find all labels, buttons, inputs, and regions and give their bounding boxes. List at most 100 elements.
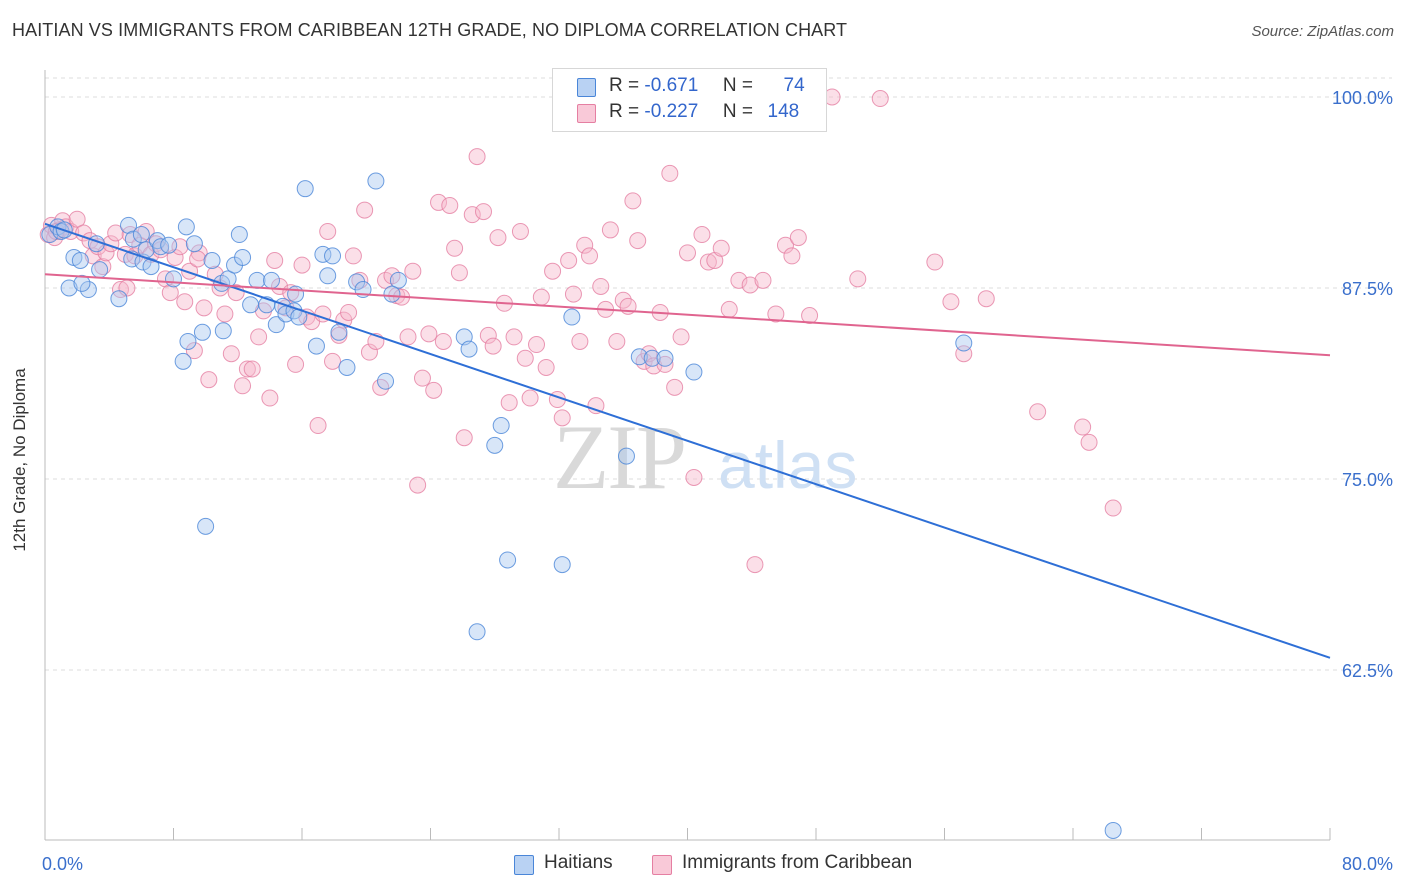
x-tick-label: 80.0% — [1342, 854, 1393, 874]
data-point-haitian — [214, 322, 232, 340]
data-point-caribbean — [587, 397, 605, 415]
data-point-caribbean — [463, 206, 481, 224]
legend-label: Haitians — [544, 852, 613, 873]
caribbean-swatch — [652, 855, 672, 875]
data-point-caribbean — [564, 285, 582, 303]
data-point-caribbean — [1104, 499, 1122, 517]
data-point-haitian — [177, 218, 195, 236]
tick-labels: 62.5% 75.0% 87.5% 100.0% 0.0% 80.0% — [42, 88, 1393, 874]
data-point-caribbean — [789, 229, 807, 247]
trend-line-caribbean — [44, 273, 1331, 357]
data-point-caribbean — [441, 196, 459, 214]
data-point-haitian — [319, 267, 337, 285]
data-point-caribbean — [741, 276, 759, 294]
data-point-caribbean — [553, 409, 571, 427]
data-point-haitian — [563, 308, 581, 326]
data-point-caribbean — [576, 236, 594, 254]
data-point-haitian — [230, 226, 248, 244]
data-point-haitian — [324, 247, 342, 265]
data-point-haitian — [110, 290, 128, 308]
data-point-caribbean — [500, 394, 518, 412]
data-point-haitian — [287, 285, 305, 303]
y-axis-label: 12th Grade, No Diploma — [10, 368, 29, 552]
data-point-haitian — [79, 281, 97, 299]
data-point-caribbean — [679, 244, 696, 262]
data-point-caribbean — [344, 247, 362, 265]
data-point-caribbean — [413, 369, 431, 387]
watermark: ZIP atlas — [553, 406, 857, 508]
data-point-haitian — [486, 436, 504, 454]
data-point-haitian — [630, 348, 648, 366]
haitian-points — [41, 172, 1122, 839]
trend-lines — [44, 222, 1331, 659]
data-point-caribbean — [532, 288, 550, 306]
data-point-haitian — [262, 271, 280, 289]
data-point-haitian — [307, 337, 325, 355]
data-point-haitian — [124, 230, 142, 248]
data-point-caribbean — [926, 253, 944, 271]
data-point-haitian — [338, 358, 356, 376]
data-point-haitian — [179, 332, 197, 350]
data-point-caribbean — [250, 328, 268, 346]
data-point-caribbean — [720, 300, 738, 318]
data-point-haitian — [468, 623, 486, 641]
data-point-haitian — [296, 180, 314, 198]
data-point-caribbean — [293, 256, 311, 274]
data-point-caribbean — [666, 378, 684, 396]
data-point-caribbean — [94, 258, 112, 276]
data-point-caribbean — [176, 293, 194, 311]
data-point-caribbean — [181, 262, 199, 280]
data-point-haitian — [389, 271, 407, 289]
data-point-haitian — [685, 363, 703, 381]
data-point-caribbean — [161, 284, 179, 302]
data-point-caribbean — [977, 290, 995, 308]
stats-legend: R = -0.671 N = 74 R = -0.227 N = 148 — [552, 68, 827, 132]
data-point-haitian — [1104, 821, 1122, 839]
data-point-caribbean — [446, 239, 464, 257]
data-point-caribbean — [767, 305, 785, 323]
data-point-caribbean — [261, 389, 279, 407]
y-tick-label: 87.5% — [1342, 279, 1393, 299]
data-point-haitian — [367, 172, 385, 190]
data-point-haitian — [197, 517, 215, 535]
data-point-caribbean — [1080, 433, 1098, 451]
data-point-caribbean — [942, 293, 960, 311]
data-point-caribbean — [581, 247, 599, 265]
data-point-caribbean — [537, 358, 555, 376]
data-point-caribbean — [227, 284, 245, 302]
data-point-caribbean — [190, 244, 208, 262]
chart-source: Source: ZipAtlas.com — [1251, 23, 1394, 40]
data-point-caribbean — [754, 271, 772, 289]
data-point-caribbean — [107, 224, 125, 242]
data-point-haitian — [73, 274, 91, 292]
data-point-haitian — [383, 285, 401, 303]
data-point-caribbean — [287, 355, 305, 373]
data-point-caribbean — [776, 236, 794, 254]
data-point-caribbean — [1029, 403, 1047, 421]
data-point-haitian — [193, 323, 211, 341]
data-point-caribbean — [420, 325, 438, 343]
x-tick-label: 0.0% — [42, 854, 83, 874]
data-point-caribbean — [871, 90, 889, 108]
data-point-haitian — [132, 226, 150, 244]
y-tick-label: 100.0% — [1332, 88, 1393, 108]
data-point-caribbean — [521, 389, 539, 407]
watermark-zip: ZIP — [553, 406, 685, 508]
data-point-caribbean — [624, 192, 642, 210]
data-point-caribbean — [592, 277, 610, 295]
data-point-caribbean — [484, 337, 502, 355]
data-point-caribbean — [693, 226, 711, 244]
data-point-caribbean — [243, 360, 261, 378]
data-point-caribbean — [699, 253, 717, 271]
data-point-haitian — [492, 417, 510, 435]
n-value: 148 — [767, 101, 800, 122]
chart-title: HAITIAN VS IMMIGRANTS FROM CARIBBEAN 12T… — [12, 20, 848, 40]
data-point-caribbean — [511, 222, 529, 240]
data-point-haitian — [219, 270, 237, 288]
r-label: R = — [609, 101, 640, 122]
data-point-caribbean — [544, 262, 562, 280]
data-point-caribbean — [340, 303, 358, 321]
data-point-caribbean — [712, 239, 730, 257]
data-point-haitian — [330, 323, 348, 341]
